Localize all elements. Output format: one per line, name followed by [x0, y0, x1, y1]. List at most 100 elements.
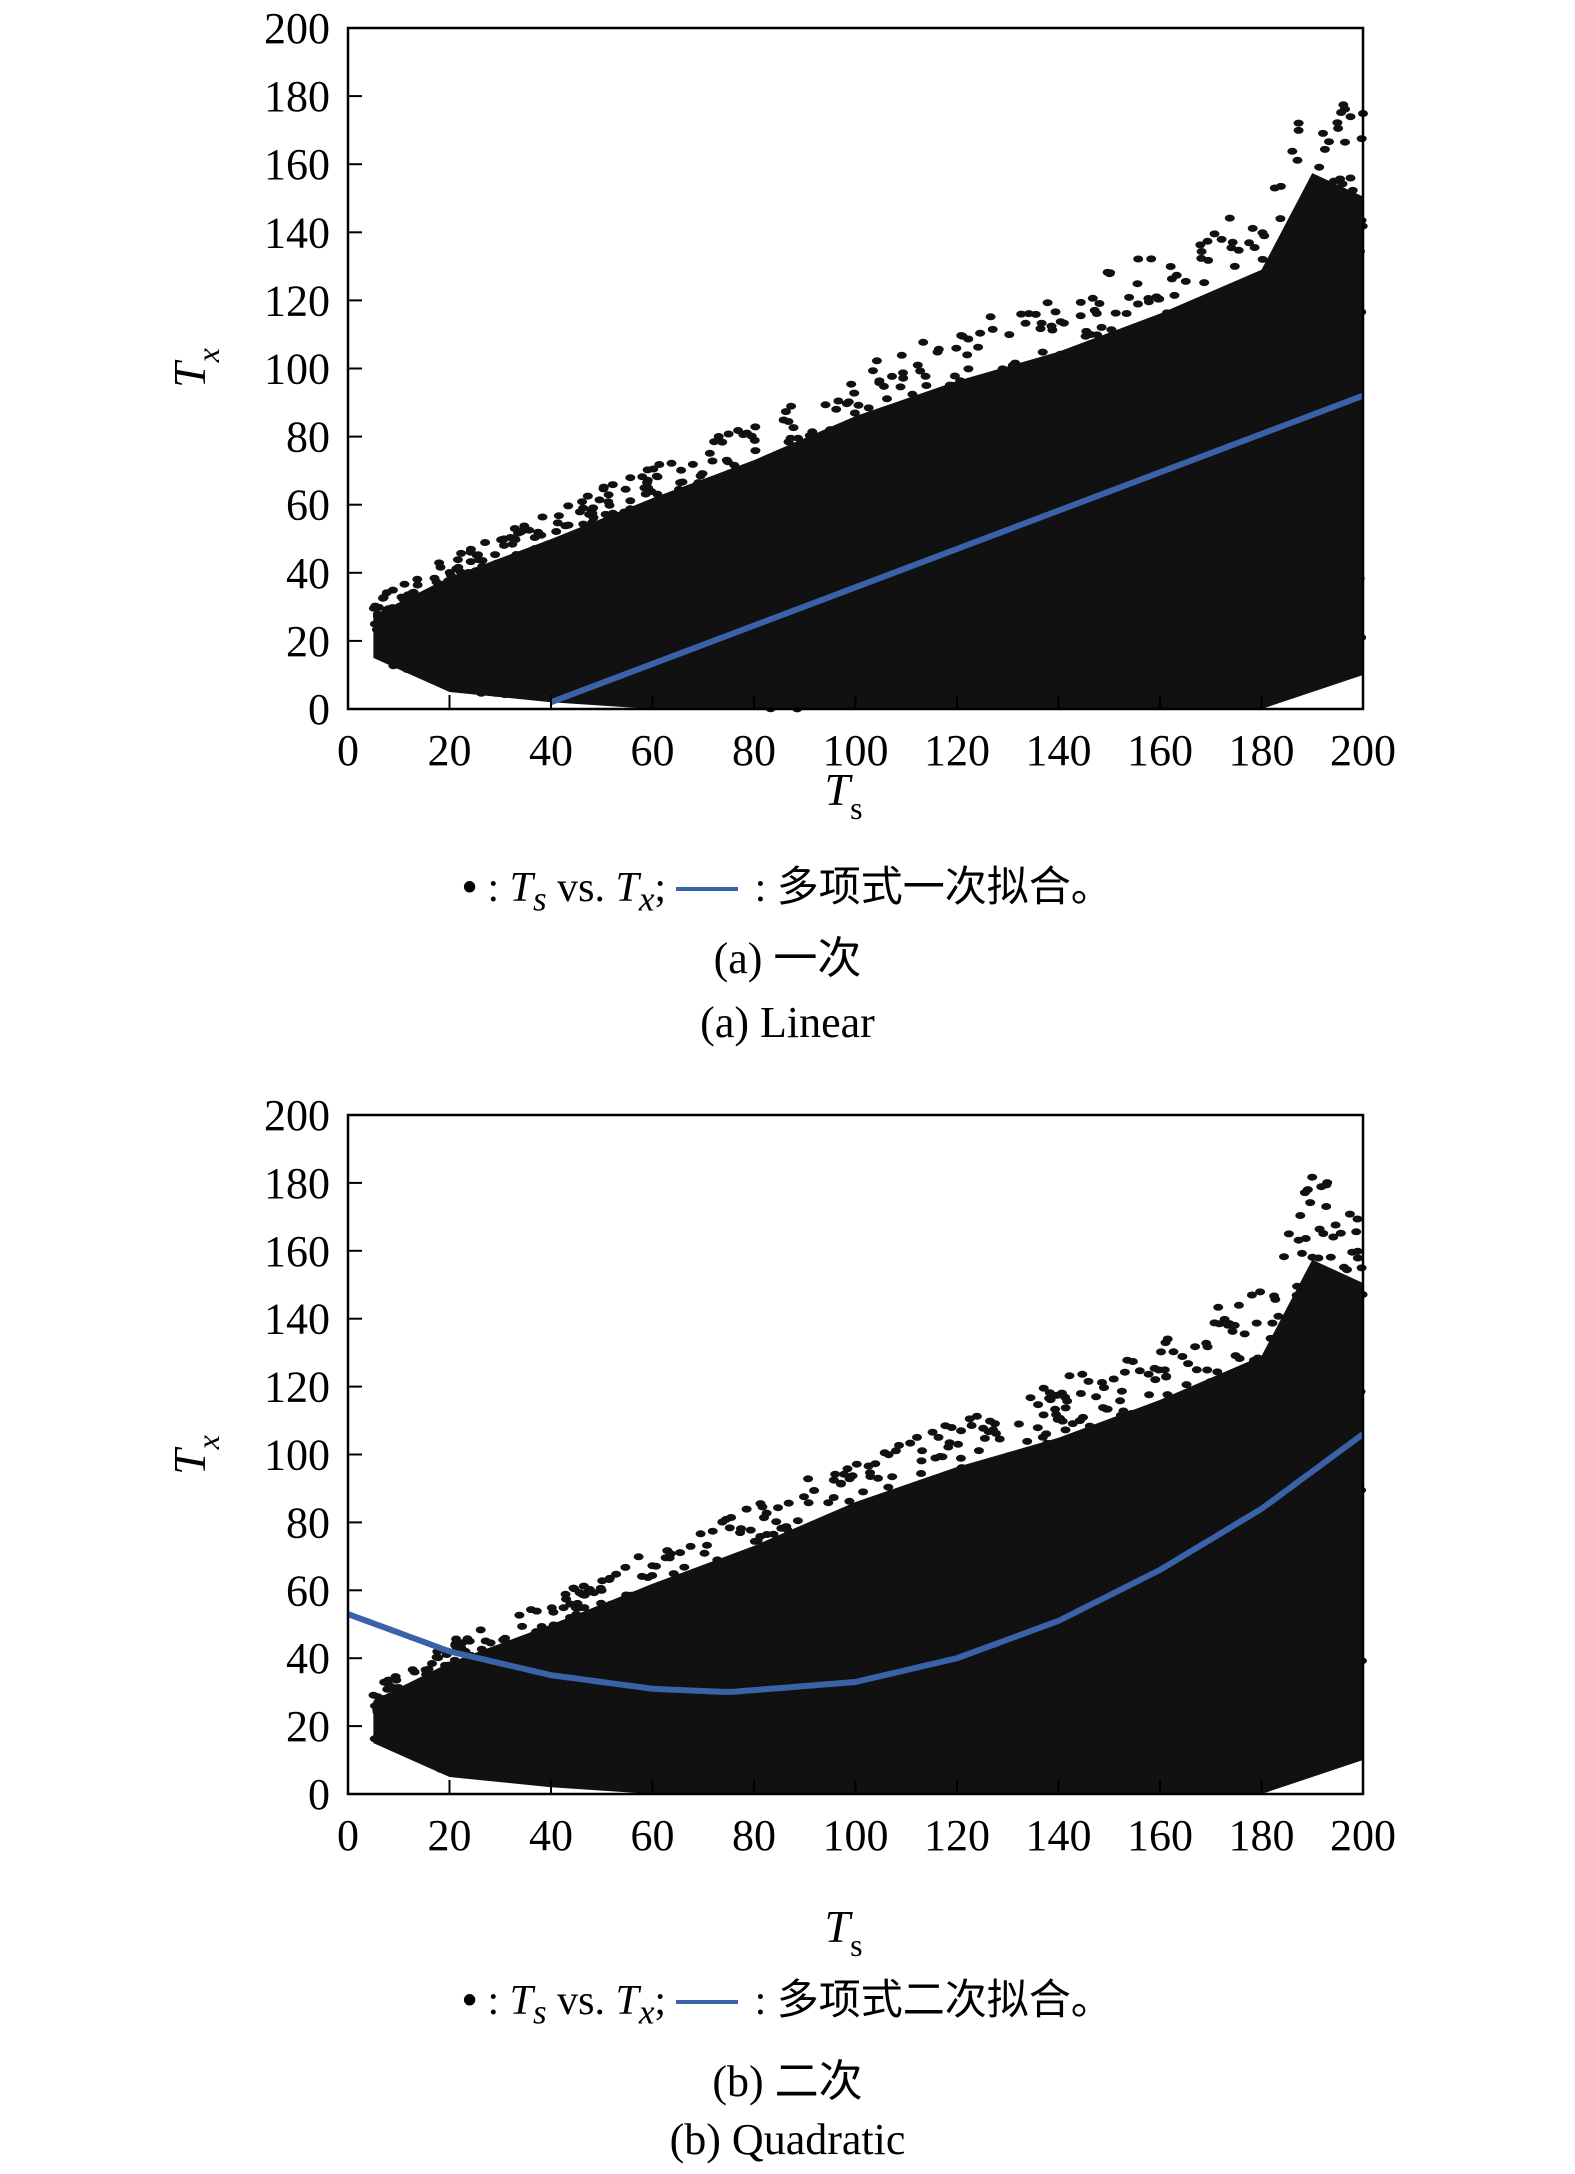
scatter-point	[1311, 1447, 1322, 1455]
scatter-point	[1185, 1741, 1196, 1749]
scatter-point	[1246, 520, 1256, 528]
scatter-point	[1078, 1689, 1089, 1697]
scatter-point	[821, 697, 831, 705]
scatter-point	[560, 522, 571, 530]
scatter-point	[845, 657, 856, 664]
scatter-point	[853, 1561, 864, 1569]
scatter-point	[870, 1570, 881, 1578]
scatter-point	[1309, 308, 1320, 316]
scatter-point	[497, 648, 508, 656]
scatter-point	[568, 1584, 579, 1592]
scatter-point	[646, 500, 657, 508]
scatter-point	[468, 1756, 479, 1764]
scatter-point	[514, 1611, 525, 1619]
scatter-point	[411, 645, 421, 653]
scatter-point	[793, 434, 804, 442]
scatter-point	[1265, 538, 1276, 546]
scatter-point	[1227, 1327, 1238, 1335]
scatter-point	[519, 522, 530, 530]
scatter-point	[927, 1428, 938, 1436]
scatter-point	[953, 1517, 964, 1525]
scatter-point	[1321, 422, 1332, 430]
scatter-point	[617, 629, 628, 637]
scatter-point	[795, 519, 806, 527]
scatter-point	[506, 566, 517, 574]
scatter-point	[1323, 1464, 1334, 1472]
scatter-point	[493, 1764, 504, 1771]
scatter-point	[1324, 138, 1334, 146]
scatter-point	[817, 1553, 828, 1561]
scatter-point	[599, 576, 610, 584]
scatter-point	[685, 1542, 696, 1550]
scatter-point	[843, 1553, 853, 1561]
scatter-point	[922, 572, 933, 580]
scatter-point	[1272, 271, 1283, 279]
scatter-point	[1318, 129, 1328, 137]
scatter-point	[1229, 1448, 1240, 1456]
scatter-point	[774, 1562, 785, 1569]
scatter-point	[1204, 1720, 1215, 1728]
scatter-point	[1216, 235, 1227, 243]
scatter-point	[1026, 399, 1037, 407]
scatter-point	[1003, 1452, 1014, 1460]
scatter-point	[1019, 473, 1030, 481]
scatter-point	[1340, 570, 1351, 578]
scatter-point	[566, 567, 577, 575]
scatter-point	[384, 1701, 395, 1709]
scatter-point	[535, 592, 546, 600]
scatter-point	[641, 1599, 652, 1607]
scatter-point	[1059, 1702, 1069, 1710]
scatter-point	[1124, 1474, 1135, 1482]
scatter-point	[1152, 1524, 1162, 1532]
scatter-point	[1042, 299, 1053, 307]
scatter-point	[480, 1637, 491, 1645]
scatter-point	[1198, 428, 1209, 435]
scatter-point	[1325, 1253, 1336, 1261]
scatter-point	[478, 1648, 489, 1656]
scatter-point	[755, 655, 766, 663]
scatter-point	[848, 508, 859, 516]
scatter-point	[436, 1680, 446, 1688]
caption-cn-linear: (a) 一次	[713, 934, 862, 983]
scatter-point	[1008, 503, 1019, 511]
scatter-point	[1012, 1472, 1023, 1480]
scatter-point	[1082, 556, 1093, 564]
scatter-point	[412, 581, 423, 589]
scatter-point	[768, 535, 779, 543]
scatter-point	[945, 533, 956, 541]
scatter-point	[476, 1726, 487, 1734]
scatter-point	[1099, 343, 1110, 351]
y-tick-label: 100	[264, 1431, 330, 1480]
scatter-point	[853, 401, 864, 409]
x-axis-title: Ts	[824, 764, 862, 826]
scatter-point	[854, 573, 865, 581]
scatter-point	[464, 641, 475, 649]
scatter-point	[662, 1547, 673, 1555]
scatter-point	[790, 1594, 801, 1602]
scatter-point	[999, 1653, 1010, 1661]
scatter-point	[1001, 612, 1012, 620]
scatter-point	[799, 1690, 810, 1698]
scatter-point	[1245, 616, 1256, 624]
scatter-point	[1122, 366, 1133, 374]
scatter-point	[784, 1613, 795, 1621]
scatter-point	[1144, 1652, 1155, 1660]
scatter-point	[1089, 1661, 1100, 1669]
scatter-point	[727, 609, 738, 616]
scatter-point	[1046, 1568, 1057, 1576]
scatter-point	[1183, 1502, 1194, 1510]
scatter-point	[917, 1447, 928, 1455]
scatter-point	[1235, 311, 1246, 319]
scatter-point	[1239, 289, 1250, 297]
scatter-point	[1183, 1630, 1194, 1638]
scatter-point	[912, 1671, 923, 1679]
scatter-point	[1257, 255, 1268, 263]
scatter-point	[368, 1691, 379, 1699]
scatter-point	[774, 564, 785, 572]
scatter-point	[712, 1654, 723, 1662]
scatter-point	[1064, 1595, 1075, 1603]
scatter-point	[1319, 199, 1330, 207]
scatter-point	[809, 1563, 820, 1571]
scatter-point	[827, 483, 838, 491]
y-tick-label: 20	[286, 1702, 330, 1751]
